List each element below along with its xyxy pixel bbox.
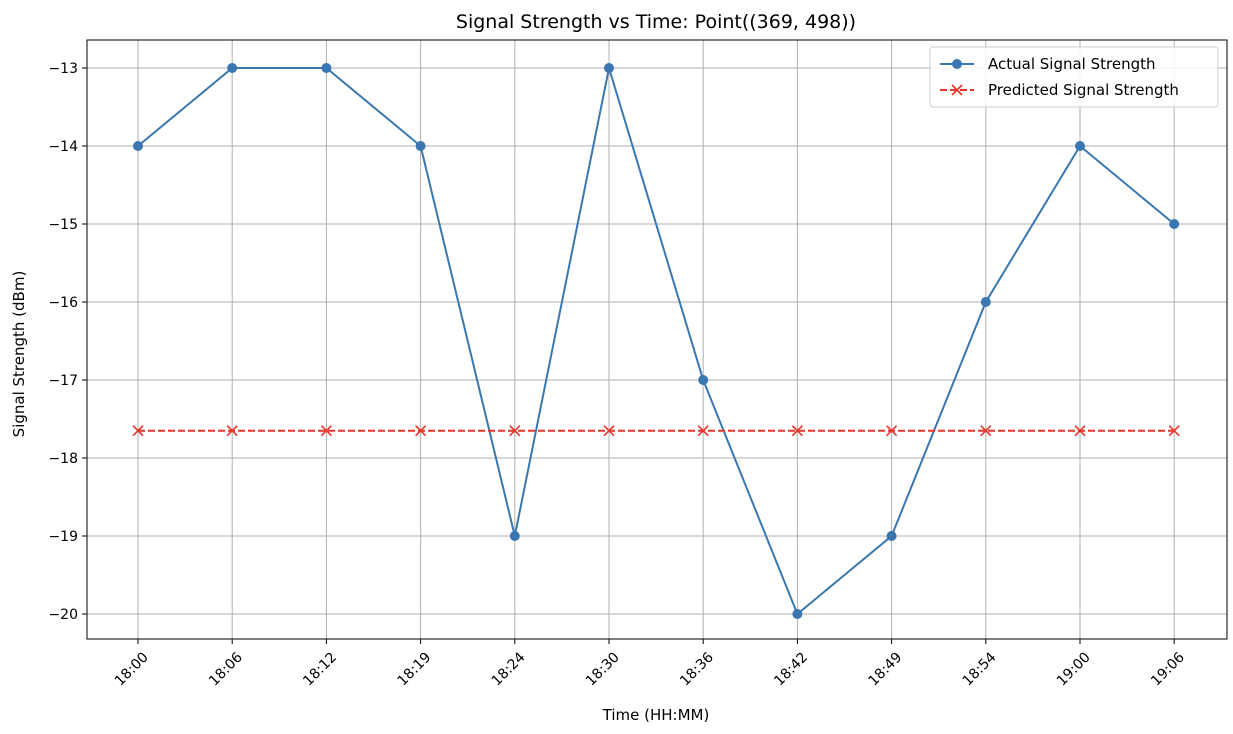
data-point xyxy=(133,141,143,151)
data-point xyxy=(886,531,897,541)
y-axis: −13 −14 −15 −16 −17 −18 −19 −20 xyxy=(48,61,87,623)
legend-marker xyxy=(952,59,962,69)
y-tick-label: −20 xyxy=(48,607,78,623)
data-point xyxy=(886,425,898,437)
y-axis-label: Signal Strength (dBm) xyxy=(10,271,28,438)
x-axis: 18:00 18:06 18:12 18:19 18:24 18:30 18:36 18:42… xyxy=(112,639,1188,689)
y-tick-label: −17 xyxy=(48,373,78,389)
legend-box xyxy=(929,46,1219,108)
y-tick-label: −16 xyxy=(48,295,78,311)
data-point xyxy=(509,425,521,437)
data-point xyxy=(791,425,803,437)
data-point xyxy=(320,425,332,437)
x-axis-label: Time (HH:MM) xyxy=(602,706,710,724)
data-point xyxy=(132,425,144,437)
x-tick-label: 18:06 xyxy=(206,649,246,689)
series-layer xyxy=(132,63,1180,619)
x-tick-label: 18:42 xyxy=(771,649,811,689)
data-point xyxy=(321,63,332,73)
data-point xyxy=(603,425,615,437)
series-predicted xyxy=(132,425,1180,437)
x-tick-label: 18:54 xyxy=(960,649,1000,689)
data-point xyxy=(415,425,427,437)
data-point xyxy=(792,609,803,619)
data-point xyxy=(604,63,614,73)
data-point xyxy=(1074,425,1086,437)
data-point xyxy=(226,425,238,437)
legend-marker xyxy=(951,84,963,96)
data-point xyxy=(509,531,520,541)
data-point xyxy=(1169,219,1180,229)
data-point xyxy=(227,63,238,73)
legend-item: Actual Signal Strength xyxy=(940,55,1156,73)
x-tick-label: 18:24 xyxy=(489,649,529,689)
x-tick-label: 19:06 xyxy=(1148,649,1188,689)
grid xyxy=(87,40,1227,639)
x-tick-label: 18:49 xyxy=(866,649,906,689)
legend-label: Actual Signal Strength xyxy=(988,55,1156,73)
x-tick-label: 18:36 xyxy=(677,649,717,689)
y-tick-label: −13 xyxy=(48,61,78,77)
y-tick-label: −15 xyxy=(48,217,78,233)
plot-frame xyxy=(86,39,1228,640)
legend-item: Predicted Signal Strength xyxy=(940,81,1179,99)
data-point xyxy=(980,425,992,437)
y-tick-label: −18 xyxy=(48,451,78,467)
series-line xyxy=(137,67,1175,616)
data-point xyxy=(698,375,709,385)
x-tick-label: 18:30 xyxy=(583,649,623,689)
chart-title: Signal Strength vs Time: Point((369, 498… xyxy=(456,11,856,33)
data-point xyxy=(415,141,426,151)
legend-label: Predicted Signal Strength xyxy=(988,81,1179,99)
data-point xyxy=(980,297,991,307)
x-tick-label: 18:19 xyxy=(395,649,435,689)
data-point xyxy=(1075,141,1085,151)
data-point xyxy=(697,425,709,437)
data-point xyxy=(1168,425,1180,437)
x-tick-label: 19:00 xyxy=(1054,649,1094,689)
legend: Actual Signal Strength Predicted Signal S… xyxy=(929,46,1219,108)
x-tick-label: 18:00 xyxy=(112,649,152,689)
y-tick-label: −14 xyxy=(48,139,78,155)
series-actual xyxy=(133,63,1180,619)
x-tick-label: 18:12 xyxy=(300,649,340,689)
y-tick-label: −19 xyxy=(48,529,78,545)
